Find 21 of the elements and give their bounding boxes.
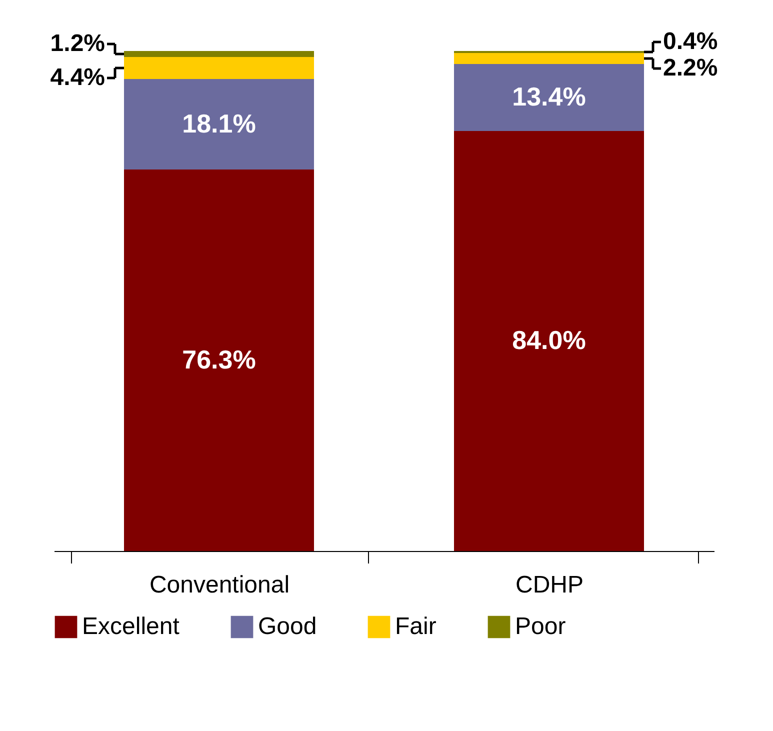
bar [124, 51, 314, 57]
data-label: 84.0% [512, 325, 586, 355]
data-label: 2.2% [663, 54, 718, 82]
legend-label: Fair [395, 613, 436, 640]
legend-label: Poor [515, 613, 566, 640]
data-label: 4.4% [50, 64, 105, 91]
bar [454, 131, 644, 551]
bar [124, 79, 314, 170]
bar [124, 170, 314, 551]
data-label: 13.4% [512, 82, 586, 112]
bar [124, 57, 314, 79]
data-label: 0.4% [663, 28, 718, 55]
bar [454, 53, 644, 64]
data-label: 76.3% [182, 344, 256, 374]
legend-label: Excellent [82, 613, 180, 640]
x-tick-label: CDHP [515, 572, 584, 598]
x-tick-label: Conventional [149, 572, 290, 598]
legend-label: Good [258, 613, 317, 640]
bar [454, 64, 644, 131]
data-label: 1.2% [50, 30, 105, 57]
data-label: 18.1% [182, 108, 256, 138]
